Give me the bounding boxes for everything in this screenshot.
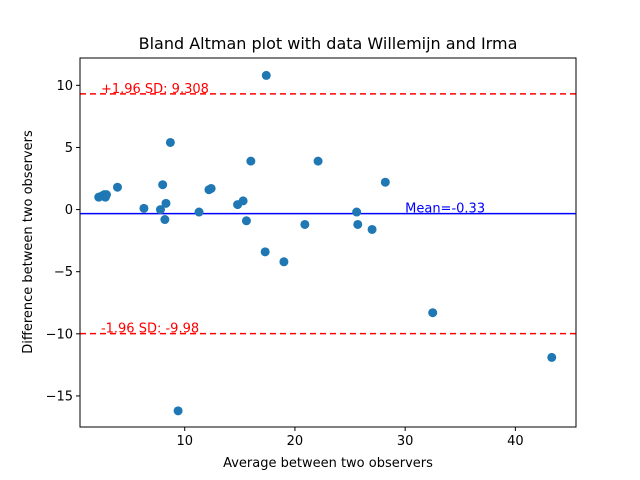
y-tick-label: −15	[46, 389, 73, 404]
data-point	[194, 207, 204, 217]
chart-title: Bland Altman plot with data Willemijn an…	[139, 34, 518, 53]
data-point	[547, 352, 557, 362]
data-point	[165, 137, 175, 147]
data-point	[101, 190, 111, 200]
x-axis-label: Average between two observers	[223, 456, 433, 471]
y-axis-label: Difference between two observers	[21, 130, 36, 354]
y-tick-label: −10	[46, 327, 73, 342]
x-axis: 10 20 30 40	[176, 427, 524, 449]
data-point	[160, 215, 170, 225]
axes-frame	[79, 57, 577, 428]
data-point	[161, 198, 171, 208]
data-point	[246, 156, 256, 166]
data-point	[279, 257, 289, 267]
data-point	[380, 177, 390, 187]
x-tick-label: 30	[397, 434, 414, 449]
y-tick-label: 0	[65, 203, 73, 218]
y-tick-label: 5	[65, 141, 73, 156]
data-point	[260, 247, 270, 257]
data-point	[158, 180, 168, 190]
data-point	[139, 203, 149, 213]
data-point	[353, 219, 363, 229]
data-point	[313, 156, 323, 166]
plot-area: +1.96 SD: 9.308 Mean=-0.33 -1.96 SD: -9.98	[80, 70, 576, 416]
data-point	[300, 219, 310, 229]
data-point	[428, 308, 438, 318]
y-tick-label: 10	[56, 79, 73, 94]
x-tick-label: 20	[287, 434, 304, 449]
data-point	[367, 224, 377, 234]
x-tick-label: 10	[176, 434, 193, 449]
label-mean: Mean=-0.33	[405, 202, 485, 217]
data-point	[155, 205, 165, 215]
y-tick-label: −5	[54, 265, 73, 280]
data-point	[206, 183, 216, 193]
data-point	[173, 406, 183, 416]
y-axis: −15 −10 −5 0 5 10	[46, 79, 80, 404]
data-point	[112, 182, 122, 192]
x-tick-label: 40	[507, 434, 524, 449]
label-upper: +1.96 SD: 9.308	[101, 82, 209, 97]
data-point	[352, 207, 362, 217]
label-lower: -1.96 SD: -9.98	[101, 322, 199, 337]
data-point	[238, 196, 248, 206]
data-point	[261, 70, 271, 80]
data-point	[241, 216, 251, 226]
